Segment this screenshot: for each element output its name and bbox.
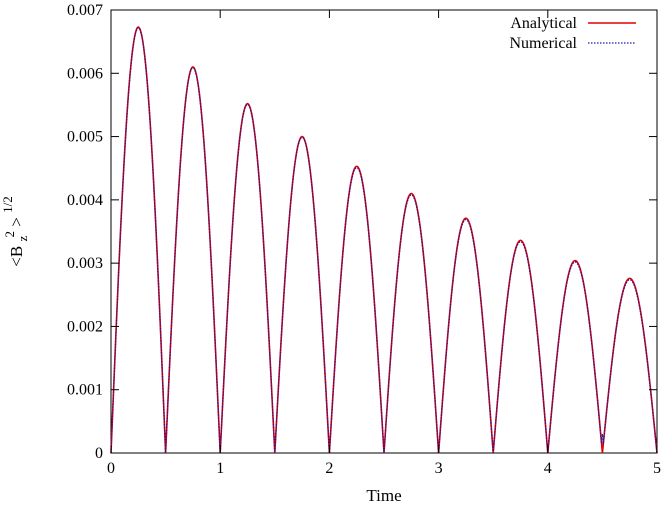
series-line (110, 26, 658, 454)
series-numerical (110, 26, 658, 454)
axes-layer: 0 1 2 3 4 5 0 0.001 0.002 0.003 0.004 0.005 0.006 0.0… (67, 2, 661, 477)
series-layer (110, 26, 658, 454)
x-tick-label: 2 (325, 460, 333, 477)
plot-area (110, 9, 658, 454)
y-axis-title-close: > (7, 217, 26, 227)
x-axis-title: Time (366, 486, 401, 505)
plot-frame (110, 9, 658, 454)
series-line (110, 26, 658, 454)
y-axis-title-subscript: z (15, 236, 30, 242)
x-tick-label: 5 (653, 460, 661, 477)
x-tick-label: 3 (435, 460, 443, 477)
y-tick-label: 0.002 (67, 318, 103, 335)
y-tick-label: 0.006 (67, 65, 103, 82)
x-tick-label: 4 (544, 460, 552, 477)
y-tick-label: 0.003 (67, 255, 103, 272)
y-tick-label: 0.004 (67, 192, 103, 209)
y-axis-title-exponent: 1/2 (0, 196, 15, 213)
legend-entry-numerical: Numerical (509, 35, 577, 52)
legend: Analytical Numerical (509, 15, 636, 52)
y-tick-label: 0 (95, 445, 103, 462)
legend-entry-analytical: Analytical (510, 15, 577, 32)
y-tick-label: 0.007 (67, 2, 103, 19)
x-tick-label: 1 (216, 460, 224, 477)
series-analytical (110, 26, 658, 454)
x-tick-label: 0 (107, 460, 115, 477)
y-tick-label: 0.001 (67, 382, 103, 399)
y-axis-title-base: <B (7, 246, 26, 267)
y-axis-title: <B z 2 > 1/2 (0, 196, 31, 266)
y-tick-label: 0.005 (67, 129, 103, 146)
y-axis-title-superscript: 2 (2, 231, 17, 238)
